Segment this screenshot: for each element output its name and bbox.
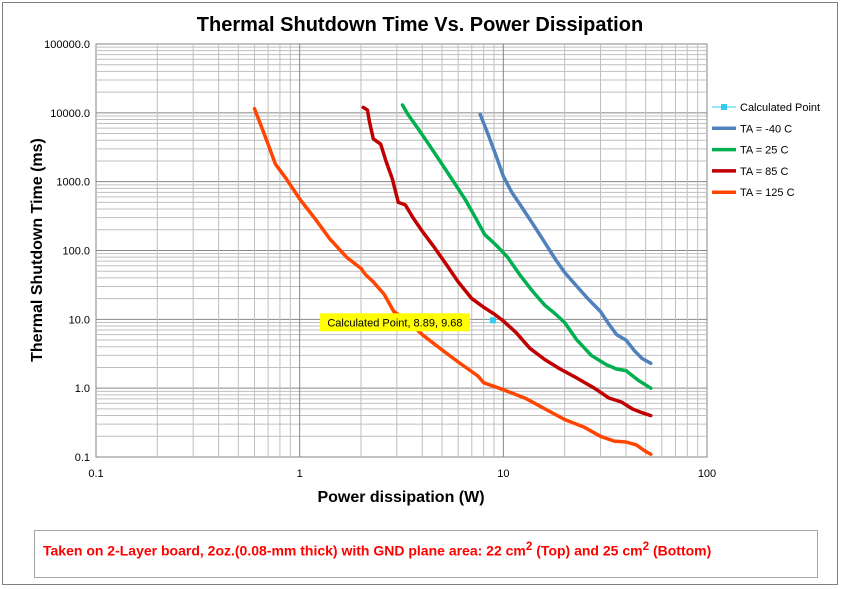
y-tick-label: 100000.0	[44, 39, 90, 51]
footnote-suffix: (Bottom)	[649, 542, 712, 559]
series-line-3	[361, 105, 653, 418]
y-tick-label: 0.1	[75, 452, 90, 464]
legend-entry-label: Calculated Point	[740, 102, 820, 114]
legend-entry-label: TA = 85 C	[740, 166, 788, 178]
footnote-text: Taken on 2-Layer board, 2oz.(0.08-mm thi…	[43, 540, 711, 559]
annotation-group: Calculated Point, 8.89, 9.68	[319, 313, 496, 332]
y-axis-label: Thermal Shutdown Time (ms)	[29, 138, 46, 362]
x-tick-label: 10	[497, 468, 509, 480]
legend: Calculated Point TA = -40 C TA = 25 C TA = …	[712, 102, 820, 199]
y-tick-labels: 0.1 1.0 10.0 100.0 1000.0 10000.0 100000.0	[44, 39, 90, 464]
calculated-point-marker	[489, 317, 496, 324]
y-tick-label: 100.0	[62, 246, 90, 258]
footnote-sup-2: 2	[642, 540, 650, 553]
chart-title: Thermal Shutdown Time Vs. Power Dissipat…	[197, 14, 643, 36]
footnote-middle: (Top) and 25 cm	[532, 542, 643, 559]
calculated-point-label-bg	[319, 313, 470, 332]
x-tick-label: 100	[698, 468, 716, 480]
legend-entry-label: TA = 25 C	[740, 145, 788, 157]
y-tick-label: 10000.0	[50, 108, 90, 120]
series-line-2	[400, 103, 653, 390]
legend-entry-label: TA = -40 C	[740, 123, 792, 135]
y-tick-label: 1000.0	[56, 177, 90, 189]
chart-svg: Thermal Shutdown Time Vs. Power Dissipat…	[29, 14, 820, 506]
series-line-4	[252, 106, 653, 456]
legend-entry-label: TA = 125 C	[740, 187, 795, 199]
x-axis-label: Power dissipation (W)	[317, 489, 484, 506]
footnote-box: Taken on 2-Layer board, 2oz.(0.08-mm thi…	[34, 530, 818, 578]
y-tick-label: 1.0	[75, 383, 90, 395]
legend-marker	[721, 104, 727, 110]
x-tick-labels: 0.1 1 10 100	[88, 468, 716, 480]
x-tick-label: 1	[297, 468, 303, 480]
series-line-1	[478, 112, 653, 366]
series-group	[252, 103, 653, 456]
footnote-prefix: Taken on 2-Layer board, 2oz.(0.08-mm thi…	[43, 542, 526, 559]
x-tick-label: 0.1	[88, 468, 103, 480]
footnote-sup-1: 2	[525, 540, 533, 553]
y-tick-label: 10.0	[69, 314, 90, 326]
calculated-point-label: Calculated Point, 8.89, 9.68	[327, 317, 462, 329]
